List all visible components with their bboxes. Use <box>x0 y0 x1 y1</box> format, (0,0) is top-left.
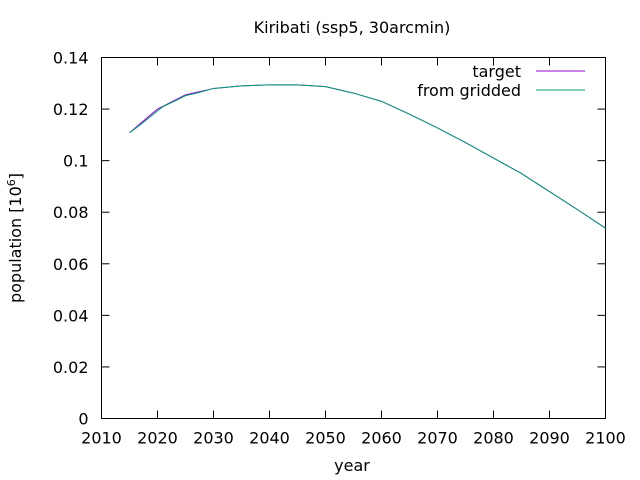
series-line-from-gridded <box>129 84 606 229</box>
y-tick-label: 0.12 <box>53 100 89 119</box>
series-line-target <box>129 84 606 229</box>
legend-label: target <box>472 62 521 81</box>
x-tick-label: 2090 <box>529 429 570 448</box>
y-axis-label-sup: 6 <box>5 179 18 186</box>
chart-title: Kiribati (ssp5, 30arcmin) <box>254 18 451 37</box>
x-axis-label: year <box>334 456 370 475</box>
x-tick-label: 2070 <box>417 429 458 448</box>
x-tick-label: 2080 <box>473 429 514 448</box>
y-axis-label-close: ] <box>6 173 25 179</box>
x-tick-label: 2100 <box>585 429 626 448</box>
x-tick-label: 2010 <box>81 429 122 448</box>
y-axis: 0 0.02 0.04 0.06 0.08 0.1 0.12 0.14 <box>53 49 606 429</box>
y-tick-label: 0.08 <box>53 203 89 222</box>
y-tick-label: 0.02 <box>53 358 89 377</box>
x-axis: 2010 2020 2030 2040 2050 2060 2070 2080 2090 2100 <box>81 57 626 448</box>
x-tick-label: 2020 <box>137 429 178 448</box>
series-group <box>129 84 606 229</box>
y-axis-label: population [106] <box>5 173 26 303</box>
y-tick-label: 0.04 <box>53 306 89 325</box>
y-axis-label-main: population [10 <box>6 186 25 303</box>
y-tick-label: 0.06 <box>53 255 89 274</box>
x-tick-label: 2060 <box>361 429 402 448</box>
y-tick-label: 0.14 <box>53 49 89 68</box>
x-tick-label: 2040 <box>249 429 290 448</box>
x-tick-label: 2050 <box>305 429 346 448</box>
y-tick-label: 0 <box>78 410 88 429</box>
legend-label: from gridded <box>417 81 521 100</box>
y-tick-label: 0.1 <box>63 152 88 171</box>
x-tick-label: 2030 <box>193 429 234 448</box>
plot-frame <box>101 57 606 419</box>
